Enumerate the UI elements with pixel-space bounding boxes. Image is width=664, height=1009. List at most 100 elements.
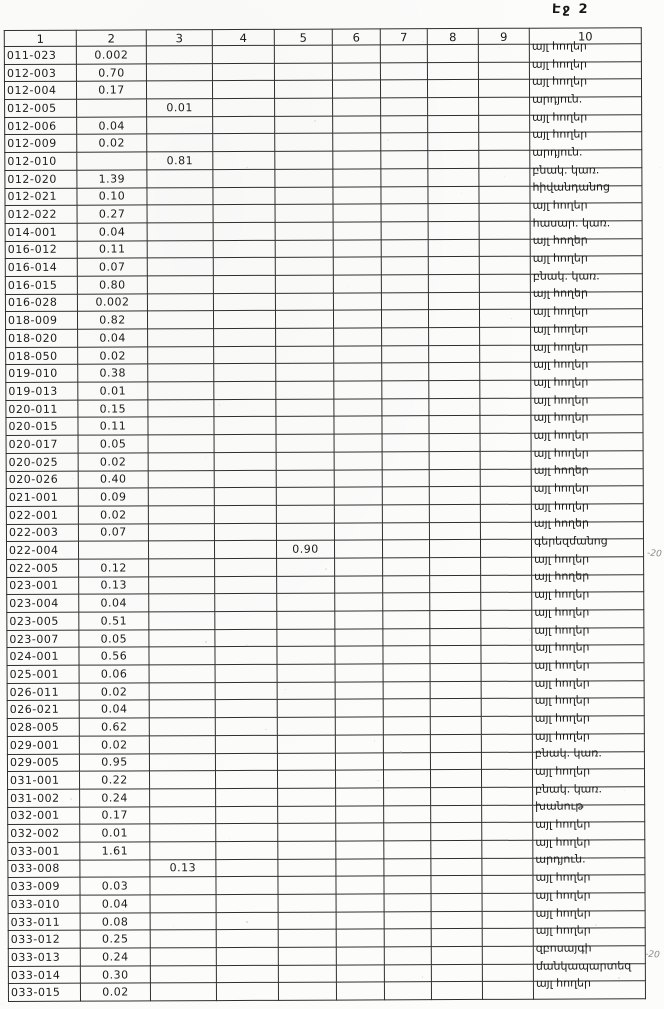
area-value-cell <box>383 752 430 770</box>
land-use-text: այլ հողեր <box>536 978 591 989</box>
parcel-code-cell: 023-001 <box>7 577 79 595</box>
parcel-code-cell: 033-012 <box>8 931 80 949</box>
area-value-cell <box>77 99 147 117</box>
area-value-cell <box>482 858 533 876</box>
area-value-cell: 0.24 <box>80 948 150 966</box>
area-value-cell <box>333 98 381 116</box>
area-value-cell: 0.38 <box>78 364 148 382</box>
area-value-cell <box>334 363 382 381</box>
area-value-cell <box>383 734 430 752</box>
area-value-cell <box>215 647 277 665</box>
area-value-cell <box>383 628 430 646</box>
area-value-cell: 0.002 <box>77 294 147 312</box>
area-value-cell: 0.02 <box>79 683 149 701</box>
area-value-cell <box>382 522 429 540</box>
area-value-cell: 0.62 <box>79 718 149 736</box>
area-value-cell <box>430 575 481 593</box>
area-value-cell <box>430 770 481 788</box>
area-value-cell <box>77 152 147 170</box>
area-value-cell <box>430 593 481 611</box>
area-value-cell <box>334 452 382 470</box>
area-value-cell <box>277 611 335 629</box>
area-value-cell <box>147 222 213 240</box>
parcel-code-cell: 014-001 <box>5 223 77 241</box>
area-value-cell <box>278 894 336 912</box>
area-value-cell <box>335 646 383 664</box>
land-use-text: այլ հողեր <box>534 553 589 564</box>
area-value-cell <box>431 893 482 911</box>
area-value-cell: 0.15 <box>78 400 148 418</box>
area-value-cell: 0.81 <box>147 152 213 170</box>
area-value-cell <box>335 593 383 611</box>
area-value-cell <box>333 151 381 169</box>
area-value-cell <box>334 381 382 399</box>
area-value-cell <box>149 771 215 789</box>
area-value-cell <box>428 98 479 116</box>
area-value-cell <box>333 239 381 257</box>
area-value-cell <box>429 398 480 416</box>
area-value-cell: 0.02 <box>78 506 148 524</box>
land-use-text: այլ հողեր <box>533 359 588 370</box>
area-value-cell <box>429 380 480 398</box>
area-value-cell <box>480 504 531 522</box>
area-value-cell <box>336 876 384 894</box>
area-value-cell <box>431 787 482 805</box>
area-value-cell: 0.06 <box>79 665 149 683</box>
area-value-cell <box>333 186 381 204</box>
parcel-code-cell: 022-003 <box>6 524 78 542</box>
land-use-text: այլ հողեր <box>533 235 588 246</box>
parcel-code-cell: 016-012 <box>5 241 77 259</box>
area-value-cell <box>150 983 216 1001</box>
area-value-cell <box>481 699 532 717</box>
area-value-cell <box>428 292 479 310</box>
scan-noise-speck <box>620 664 621 665</box>
area-value-cell <box>147 116 213 134</box>
area-value-cell <box>276 452 334 470</box>
land-use-text: այլ հողեր <box>536 925 591 936</box>
area-value-cell: 0.04 <box>77 117 147 135</box>
area-value-cell <box>149 718 215 736</box>
parcel-code-cell: 020-015 <box>6 418 78 436</box>
area-value-cell <box>150 965 216 983</box>
area-value-cell <box>384 805 431 823</box>
area-value-cell <box>275 169 333 187</box>
area-value-cell <box>479 133 530 151</box>
area-value-cell <box>431 805 482 823</box>
area-value-cell <box>212 81 274 99</box>
area-value-cell <box>428 151 479 169</box>
area-value-cell <box>430 752 481 770</box>
area-value-cell <box>278 823 336 841</box>
land-use-text: այլ հողեր <box>533 288 588 299</box>
area-value-cell <box>480 416 531 434</box>
area-value-cell <box>430 734 481 752</box>
area-value-cell <box>214 505 276 523</box>
scan-noise-speck <box>499 47 500 48</box>
area-value-cell <box>480 539 531 557</box>
area-value-cell: 1.39 <box>77 170 147 188</box>
area-value-cell <box>481 752 532 770</box>
column-header-8: 8 <box>427 28 478 44</box>
area-value-cell <box>382 416 429 434</box>
area-value-cell <box>148 435 214 453</box>
area-value-cell <box>276 505 334 523</box>
area-value-cell <box>333 257 381 275</box>
area-value-cell <box>482 964 533 982</box>
area-value-cell <box>214 364 276 382</box>
area-value-cell <box>481 575 532 593</box>
area-value-cell <box>213 311 275 329</box>
area-value-cell <box>431 982 482 1000</box>
area-value-cell: 0.56 <box>79 647 149 665</box>
area-value-cell <box>428 239 479 257</box>
area-value-cell: 0.17 <box>76 81 146 99</box>
area-value-cell <box>479 310 530 328</box>
land-use-text: արդյուն. <box>532 146 582 157</box>
area-value-cell <box>336 841 384 859</box>
area-value-cell <box>149 735 215 753</box>
area-value-cell <box>429 451 480 469</box>
area-value-cell <box>429 522 480 540</box>
area-value-cell <box>335 611 383 629</box>
area-value-cell: 0.02 <box>80 983 150 1001</box>
area-value-cell <box>277 717 335 735</box>
page-number-label: Էջ 2 <box>552 2 590 17</box>
scan-noise-speck <box>624 790 625 791</box>
